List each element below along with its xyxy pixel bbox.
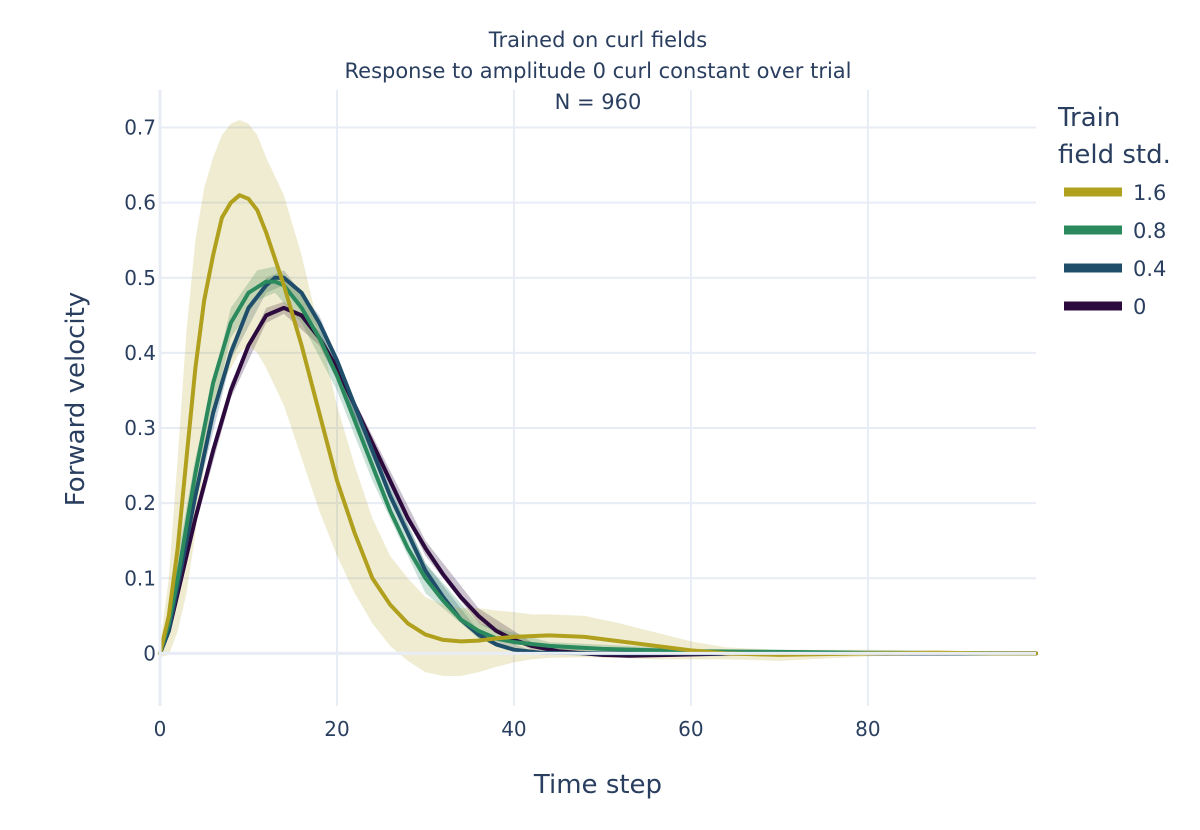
y-tick-label: 0.2 bbox=[124, 491, 156, 515]
y-tick-label: 0.5 bbox=[124, 266, 156, 290]
legend-item-1-6[interactable]: 1.6 bbox=[1064, 181, 1166, 205]
x-tick-label: 20 bbox=[324, 717, 349, 741]
series-lines bbox=[158, 193, 1038, 658]
legend-item-0-4[interactable]: 0.4 bbox=[1064, 257, 1166, 281]
x-tick-label: 0 bbox=[154, 717, 167, 741]
legend-label: 1.6 bbox=[1133, 181, 1166, 205]
line-series-0-8 bbox=[158, 279, 1038, 656]
y-tick-label: 0.1 bbox=[124, 566, 156, 590]
band-series-1-6 bbox=[160, 120, 1036, 676]
legend-item-0[interactable]: 0 bbox=[1064, 295, 1146, 319]
x-tick-labels: 0 20 40 60 80 bbox=[154, 717, 881, 741]
confidence-bands bbox=[160, 120, 1036, 676]
x-tick-label: 40 bbox=[501, 717, 526, 741]
y-tick-labels: 0 0.1 0.2 0.3 0.4 0.5 0.6 0.7 bbox=[124, 116, 156, 666]
chart-title-line-3: N = 960 bbox=[555, 90, 642, 114]
chart-title-line-1: Trained on curl fields bbox=[488, 28, 707, 52]
y-axis-label: Forward velocity bbox=[61, 292, 91, 506]
x-tick-label: 80 bbox=[855, 717, 880, 741]
chart-title-line-2: Response to amplitude 0 curl constant ov… bbox=[345, 59, 852, 83]
legend-label: 0.8 bbox=[1133, 219, 1166, 243]
x-tick-label: 60 bbox=[678, 717, 703, 741]
legend-item-0-8[interactable]: 0.8 bbox=[1064, 219, 1166, 243]
y-tick-label: 0 bbox=[143, 641, 156, 665]
legend-items: 1.6 0.8 0.4 0 bbox=[1064, 181, 1166, 319]
legend-title-line-2: field std. bbox=[1058, 140, 1171, 170]
legend-title-line-1: Train bbox=[1057, 103, 1120, 133]
line-series-0-4 bbox=[158, 275, 1038, 656]
y-tick-label: 0.7 bbox=[124, 116, 156, 140]
legend: Train field std. 1.6 0.8 0.4 0 bbox=[1057, 103, 1171, 319]
legend-label: 0.4 bbox=[1133, 257, 1166, 281]
plot-grid bbox=[160, 90, 1036, 706]
x-axis-label: Time step bbox=[533, 770, 662, 800]
axes bbox=[158, 90, 1036, 706]
y-tick-label: 0.4 bbox=[124, 341, 156, 365]
legend-label: 0 bbox=[1133, 295, 1146, 319]
line-series-1-6 bbox=[158, 193, 1038, 657]
chart-title: Trained on curl fields Response to ampli… bbox=[345, 28, 852, 114]
band-series-0-8 bbox=[160, 266, 1036, 654]
y-tick-label: 0.6 bbox=[124, 191, 156, 215]
y-tick-label: 0.3 bbox=[124, 416, 156, 440]
